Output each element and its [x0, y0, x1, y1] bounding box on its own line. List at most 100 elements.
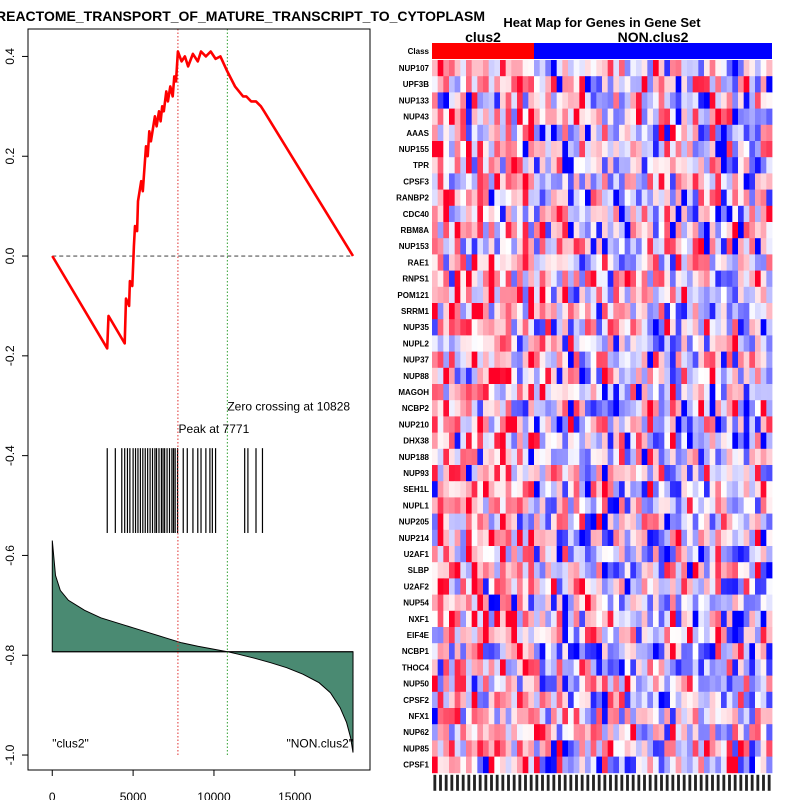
heatmap-cell: [636, 529, 643, 547]
heatmap-cell: [760, 60, 767, 77]
heatmap-cell: [743, 270, 750, 288]
heatmap-cell: [743, 205, 750, 223]
heatmap-cell: [528, 416, 535, 433]
heatmap-cell: [602, 448, 609, 466]
heatmap-cell: [511, 481, 518, 498]
heatmap-cell: [545, 400, 552, 417]
heatmap-cell: [517, 481, 524, 498]
heatmap-cell: [721, 481, 728, 498]
heatmap-cell: [517, 157, 524, 174]
heatmap-cell: [709, 92, 716, 109]
heatmap-cell: [743, 578, 750, 595]
heatmap-cell: [641, 270, 648, 288]
heatmap-cell: [721, 740, 728, 757]
heatmap-cell: [630, 303, 637, 320]
heatmap-cell: [664, 529, 671, 547]
heatmap-cell: [488, 335, 495, 352]
heatmap-cell: [692, 691, 699, 709]
heatmap-cell: [454, 108, 461, 126]
heatmap-cell: [675, 708, 682, 725]
heatmap-cell: [454, 578, 461, 595]
heatmap-cell: [573, 222, 580, 239]
heatmap-cell: [692, 675, 699, 693]
heatmap-cell: [483, 659, 490, 676]
heatmap-cell: [613, 92, 620, 109]
heatmap-cell: [437, 319, 444, 336]
gene-label-NXF1: NXF1: [409, 615, 430, 624]
heatmap-cell: [704, 448, 711, 466]
heatmap-cell: [483, 529, 490, 547]
heatmap-cell: [460, 546, 467, 563]
heatmap-cell: [760, 756, 767, 774]
heatmap-cell: [624, 643, 631, 660]
heatmap-cell: [443, 610, 450, 628]
heatmap-cell: [488, 92, 495, 109]
heatmap-cell: [664, 189, 671, 207]
heatmap-cell: [562, 740, 569, 757]
heatmap-cell: [726, 270, 733, 288]
heatmap-cell: [545, 432, 552, 450]
heatmap-cell: [443, 254, 450, 271]
heatmap-cell: [743, 141, 750, 158]
heatmap-cell: [596, 546, 603, 563]
heatmap-cell: [715, 594, 722, 612]
heatmap-cell: [658, 222, 665, 239]
heatmap-cell: [726, 465, 733, 482]
heatmap-cell: [664, 675, 671, 693]
heatmap-cell: [494, 578, 501, 595]
heatmap-cell: [607, 756, 614, 774]
heatmap-cell: [568, 189, 575, 207]
heatmap-cell: [483, 448, 490, 466]
heatmap-cell: [760, 157, 767, 174]
heatmap-cell: [505, 643, 512, 660]
heatmap-cell: [647, 76, 654, 93]
heatmap-cell: [562, 691, 569, 709]
gene-label-SLBP: SLBP: [408, 566, 430, 575]
heatmap-cell: [596, 708, 603, 725]
heatmap-cell: [607, 400, 614, 417]
heatmap-cell: [522, 124, 529, 142]
heatmap-cell: [562, 416, 569, 433]
sample-label-mark: [433, 774, 437, 791]
heatmap-cell: [556, 189, 563, 207]
heatmap-cell: [466, 529, 473, 547]
heatmap-cell: [579, 448, 586, 466]
heatmap-cell: [653, 416, 660, 433]
heatmap-cell: [477, 92, 484, 109]
heatmap-cell: [658, 708, 665, 725]
heatmap-cell: [494, 724, 501, 741]
heatmap-cell: [534, 416, 541, 433]
heatmap-cell: [545, 497, 552, 514]
heatmap-cell: [454, 76, 461, 93]
heatmap-cell: [454, 351, 461, 369]
heatmap-cell: [466, 319, 473, 336]
heatmap-cell: [613, 76, 620, 93]
heatmap-cell: [573, 157, 580, 174]
sample-label-mark: [671, 774, 675, 791]
heatmap-cell: [681, 659, 688, 676]
heatmap-cell: [641, 60, 648, 77]
heatmap-cell: [653, 384, 660, 401]
heatmap-cell: [539, 286, 546, 304]
heatmap-cell: [692, 432, 699, 450]
heatmap-cell: [460, 432, 467, 450]
sample-label-mark: [733, 774, 737, 791]
heatmap-cell: [760, 400, 767, 417]
heatmap-row-NCBP2: [432, 400, 773, 417]
heatmap-cell: [449, 60, 456, 77]
heatmap-cell: [692, 529, 699, 547]
heatmap-cell: [726, 659, 733, 676]
heatmap-cell: [449, 529, 456, 547]
heatmap-cell: [738, 562, 745, 579]
heatmap-cell: [687, 205, 694, 223]
heatmap-cell: [534, 465, 541, 482]
heatmap-cell: [511, 351, 518, 369]
heatmap-cell: [658, 724, 665, 741]
heatmap-cell: [647, 157, 654, 174]
heatmap-cell: [743, 432, 750, 450]
heatmap-cell: [449, 400, 456, 417]
heatmap-cell: [437, 546, 444, 563]
heatmap-cell: [449, 286, 456, 304]
heatmap-cell: [534, 756, 541, 774]
heatmap-cell: [460, 675, 467, 693]
